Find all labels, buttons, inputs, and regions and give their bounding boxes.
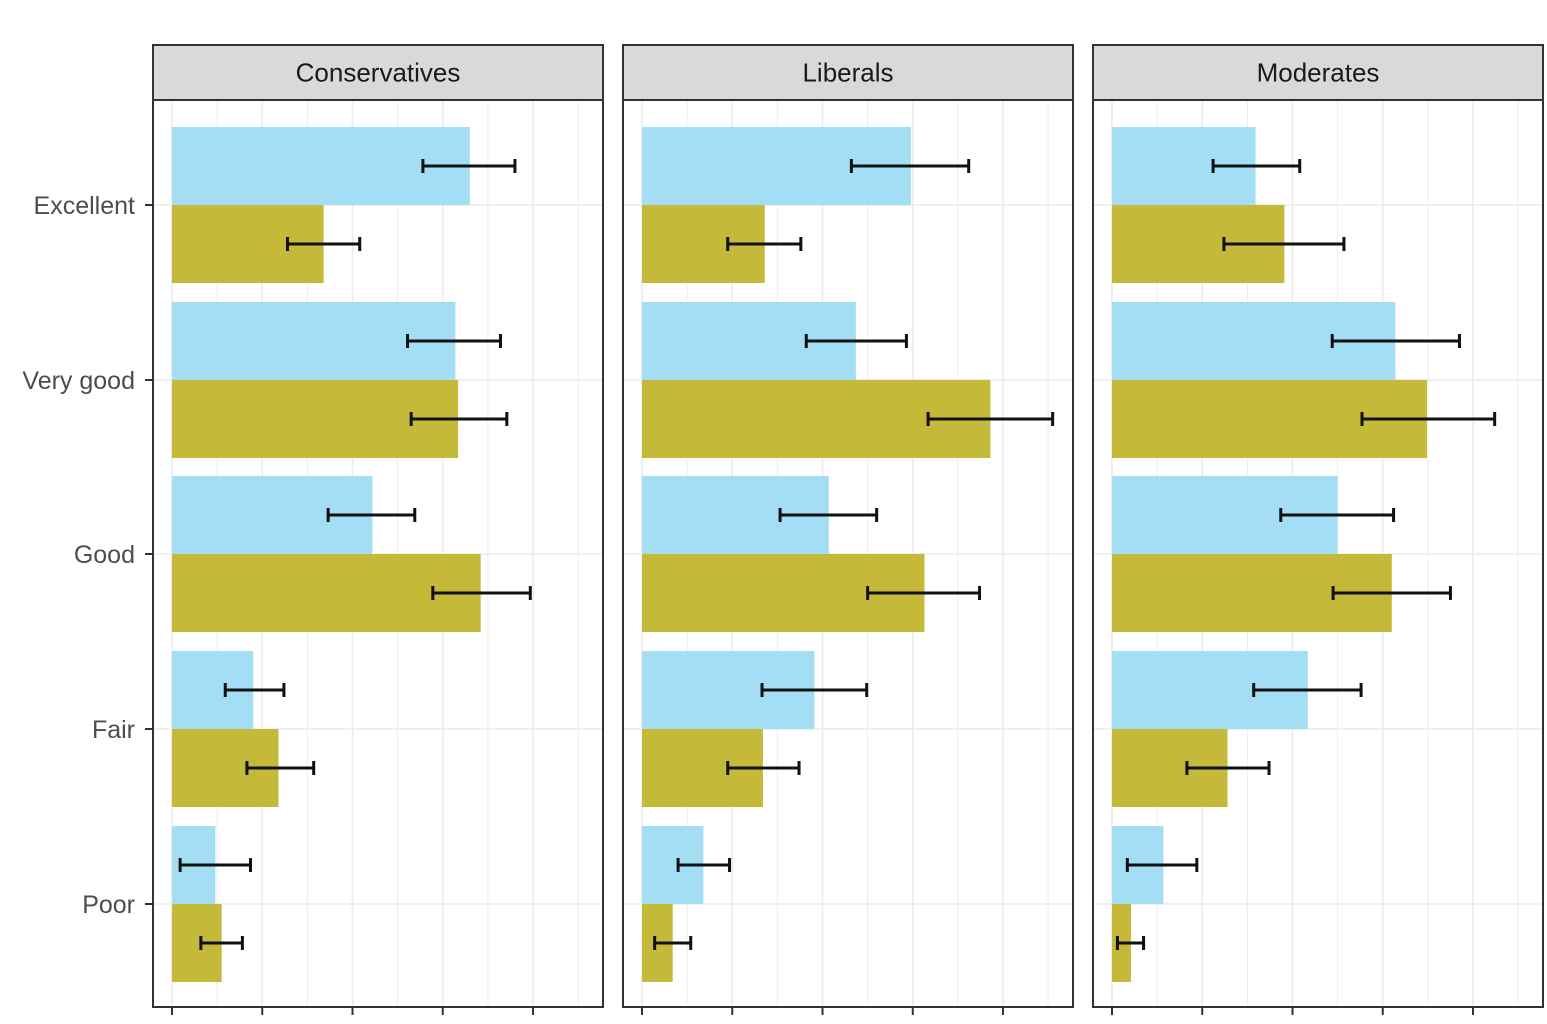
facet-title-liberals: Liberals (802, 58, 893, 88)
errorbar-moderates-very-good-series-gold (1360, 412, 1497, 426)
errorbar-liberals-poor-series-gold (653, 936, 693, 950)
category-label-very-good: Very good (22, 367, 135, 395)
category-label-good: Good (74, 541, 135, 569)
errorbar-liberals-very-good-series-blue (804, 334, 908, 348)
errorbar-conservatives-very-good-series-blue (406, 334, 503, 348)
errorbar-moderates-excellent-series-gold (1222, 237, 1346, 251)
facet-panels: Conservatives Liberals Moderates (152, 44, 1544, 1015)
errorbar-moderates-excellent-series-blue (1211, 159, 1302, 173)
category-label-poor: Poor (82, 891, 135, 919)
errorbar-conservatives-excellent-series-blue (421, 159, 517, 173)
panel-border-moderates (1092, 99, 1544, 1008)
facet-strip-conservatives (152, 44, 604, 101)
facet-panel-liberals: Liberals (622, 44, 1074, 1015)
errorbar-liberals-good-series-gold (866, 586, 982, 600)
errorbar-liberals-very-good-series-gold (926, 412, 1055, 426)
errorbar-conservatives-excellent-series-gold (286, 237, 362, 251)
errorbar-moderates-fair-series-blue (1252, 683, 1363, 697)
errorbar-conservatives-good-series-gold (431, 586, 532, 600)
errorbar-moderates-very-good-series-blue (1330, 334, 1461, 348)
errorbar-liberals-good-series-blue (778, 508, 879, 522)
errorbar-moderates-good-series-gold (1331, 586, 1452, 600)
errorbar-conservatives-fair-series-blue (223, 683, 286, 697)
errorbar-conservatives-fair-series-gold (245, 761, 316, 775)
category-label-excellent: Excellent (34, 192, 135, 220)
panel-border-conservatives (152, 99, 604, 1008)
errorbar-liberals-excellent-series-blue (849, 159, 971, 173)
errorbar-moderates-fair-series-gold (1185, 761, 1271, 775)
errorbar-moderates-poor-series-blue (1125, 858, 1199, 872)
facet-panel-moderates: Moderates (1092, 44, 1544, 1015)
errorbar-liberals-fair-series-blue (760, 683, 869, 697)
bar-conservatives-good-series-gold (172, 554, 481, 632)
errorbar-moderates-good-series-blue (1279, 508, 1396, 522)
category-label-fair: Fair (92, 716, 135, 744)
errorbar-conservatives-poor-series-blue (178, 858, 253, 872)
errorbar-moderates-poor-series-gold (1115, 936, 1146, 950)
category-axis: Excellent Very good Good Fair Poor (22, 192, 153, 919)
errorbar-conservatives-very-good-series-gold (409, 412, 509, 426)
errorbar-liberals-excellent-series-gold (726, 237, 803, 251)
facet-title-conservatives: Conservatives (296, 58, 461, 88)
errorbar-conservatives-good-series-blue (326, 508, 417, 522)
facet-strip-liberals (622, 44, 1074, 101)
facet-panel-conservatives: Conservatives (152, 44, 604, 1015)
errorbar-liberals-poor-series-blue (676, 858, 732, 872)
errorbar-liberals-fair-series-gold (726, 761, 801, 775)
errorbar-conservatives-poor-series-gold (199, 936, 244, 950)
bar-conservatives-excellent-series-blue (172, 127, 470, 205)
facet-title-moderates: Moderates (1257, 58, 1380, 88)
panel-border-liberals (622, 99, 1074, 1008)
